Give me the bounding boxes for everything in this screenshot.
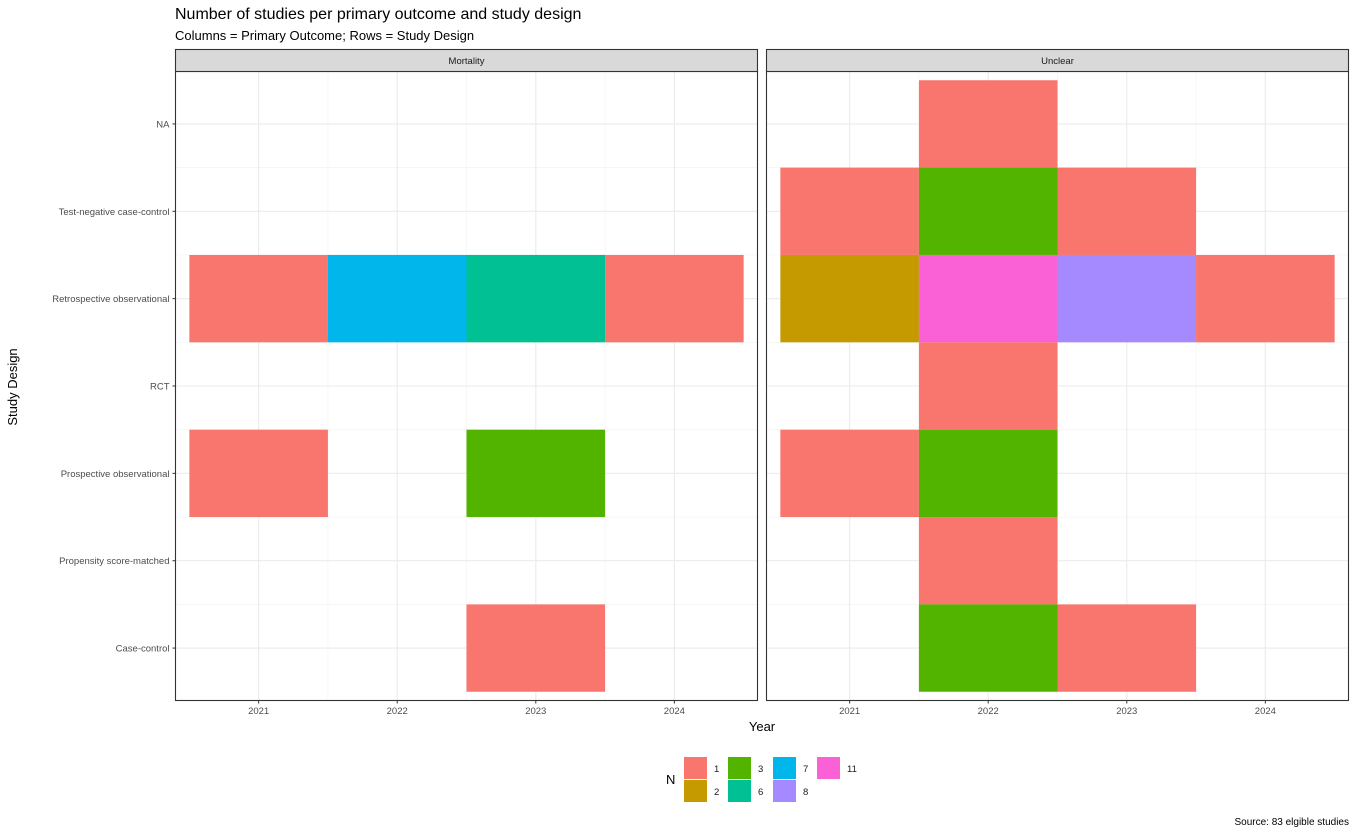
heatmap-tile xyxy=(918,167,1058,255)
x-tick-label: 2022 xyxy=(978,706,999,717)
chart-subtitle: Columns = Primary Outcome; Rows = Study … xyxy=(175,28,474,43)
legend-label: 6 xyxy=(758,787,763,798)
facets-layer: Mortality 2021 2022 2023 2024 NA Test-negative… xyxy=(52,48,1350,717)
legend-item: 7 xyxy=(773,757,808,779)
x-axis-label: Year xyxy=(749,719,776,734)
heatmap-tile xyxy=(466,604,606,692)
heatmap-tile xyxy=(1196,254,1335,343)
heatmap-tile xyxy=(918,429,1058,518)
y-tick-label: RCT xyxy=(150,382,170,393)
legend-label: 11 xyxy=(847,764,857,775)
legend-item: 2 xyxy=(684,780,719,802)
heatmap-tile xyxy=(466,429,606,518)
heatmap-tile xyxy=(466,254,606,343)
y-tick-label: Retrospective observational xyxy=(52,294,169,305)
heatmap-tile xyxy=(918,517,1058,605)
facet-strip xyxy=(765,48,1350,73)
legend-key xyxy=(728,757,751,779)
x-tick-label: 2023 xyxy=(525,706,546,717)
heatmap-tile xyxy=(780,254,919,343)
legend-key xyxy=(684,780,707,802)
legend-key xyxy=(773,780,796,802)
chart-caption: Source: 83 elgible studies xyxy=(1234,817,1349,828)
heatmap-tile xyxy=(918,80,1058,168)
facet-strip xyxy=(174,48,759,73)
x-tick-label: 2022 xyxy=(387,706,408,717)
chart-title: Number of studies per primary outcome an… xyxy=(175,6,581,23)
heatmap-tile xyxy=(1057,604,1197,692)
heatmap-tile xyxy=(918,342,1058,430)
legend-label: 7 xyxy=(803,764,808,775)
x-tick-label: 2023 xyxy=(1116,706,1137,717)
x-tick-label: 2021 xyxy=(248,706,269,717)
y-tick-label: Propensity score-matched xyxy=(59,556,169,567)
heatmap-tile xyxy=(605,254,744,343)
legend: 1 2 3 6 7 8 11 xyxy=(684,757,857,802)
legend-label: 3 xyxy=(758,764,763,775)
legend-label: 8 xyxy=(803,787,808,798)
facet-panel-mortality: Mortality 2021 2022 2023 2024 NA Test-negative… xyxy=(52,48,759,717)
legend-key xyxy=(684,757,707,779)
x-tick-label: 2024 xyxy=(1255,706,1276,717)
y-tick-label: Test-negative case-control xyxy=(59,207,170,218)
legend-key xyxy=(728,780,751,802)
facet-strip-label: Unclear xyxy=(1041,56,1074,67)
legend-item: 1 xyxy=(684,757,719,779)
legend-item: 8 xyxy=(773,780,808,802)
heatmap-tile xyxy=(918,254,1058,343)
facet-panel-unclear: Unclear 2021 2022 2023 2024 xyxy=(765,48,1350,717)
heatmap-tile xyxy=(918,604,1058,692)
legend-key xyxy=(817,757,840,779)
x-tick-label: 2021 xyxy=(839,706,860,717)
heatmap-tile xyxy=(189,254,328,343)
y-tick-label: NA xyxy=(156,119,170,130)
heatmap-tile xyxy=(327,254,467,343)
y-tick-label: Case-control xyxy=(116,644,170,655)
heatmap-tile xyxy=(780,429,919,518)
heatmap-tile xyxy=(1057,167,1197,255)
y-tick-label: Prospective observational xyxy=(61,469,170,480)
legend-item: 3 xyxy=(728,757,763,779)
legend-item: 6 xyxy=(728,780,763,802)
facet-strip-label: Mortality xyxy=(449,56,485,67)
legend-item: 11 xyxy=(817,757,857,779)
heatmap-tile xyxy=(189,429,328,518)
legend-title: N xyxy=(666,772,675,787)
legend-label: 2 xyxy=(714,787,719,798)
legend-key xyxy=(773,757,796,779)
x-tick-label: 2024 xyxy=(664,706,685,717)
heatmap-tile xyxy=(780,167,919,255)
y-axis-label: Study Design xyxy=(5,348,20,425)
legend-label: 1 xyxy=(714,764,719,775)
heatmap-tile xyxy=(1057,254,1197,343)
